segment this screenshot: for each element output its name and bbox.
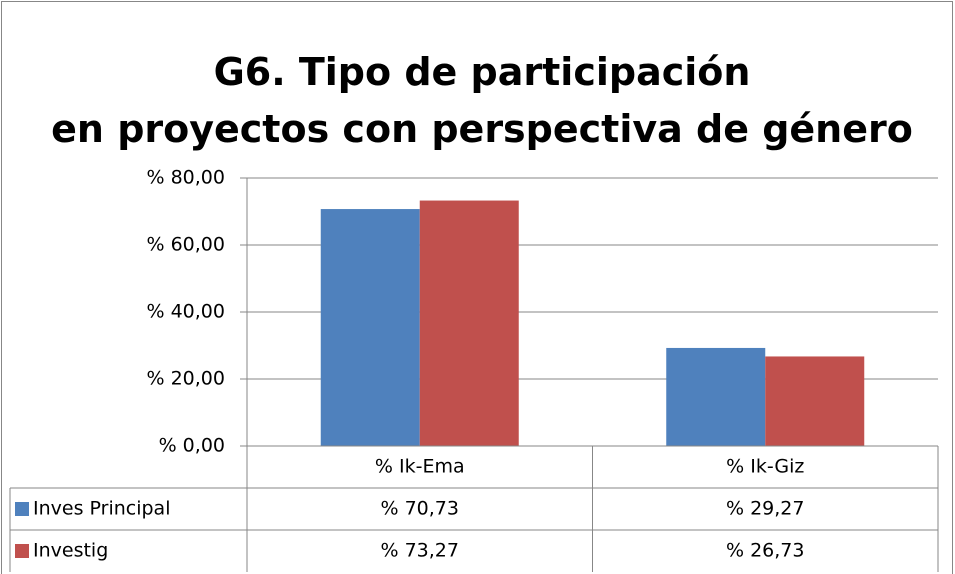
data-label: % 29,27 [726,498,805,520]
bar [320,209,420,446]
y-tick-label: % 0,00 [159,435,225,457]
x-tick-label: % Ik-Ema [375,456,465,478]
x-tick-label: % Ik-Giz [726,456,804,478]
legend-label: Investig [33,540,108,562]
bar [765,356,865,446]
data-label: % 70,73 [381,498,460,520]
y-tick-label: % 60,00 [147,234,226,256]
y-tick-label: % 40,00 [147,301,226,323]
chart-title: G6. Tipo de participación en proyectos co… [51,50,913,151]
y-tick-label: % 80,00 [147,167,226,189]
y-tick-label: % 20,00 [147,368,226,390]
legend-swatch [15,544,29,558]
data-label: % 26,73 [726,540,805,562]
legend-label: Inves Principal [33,498,170,520]
legend-swatch [15,502,29,516]
data-label: % 73,27 [381,540,460,562]
bar [666,347,766,446]
bar [419,200,519,446]
